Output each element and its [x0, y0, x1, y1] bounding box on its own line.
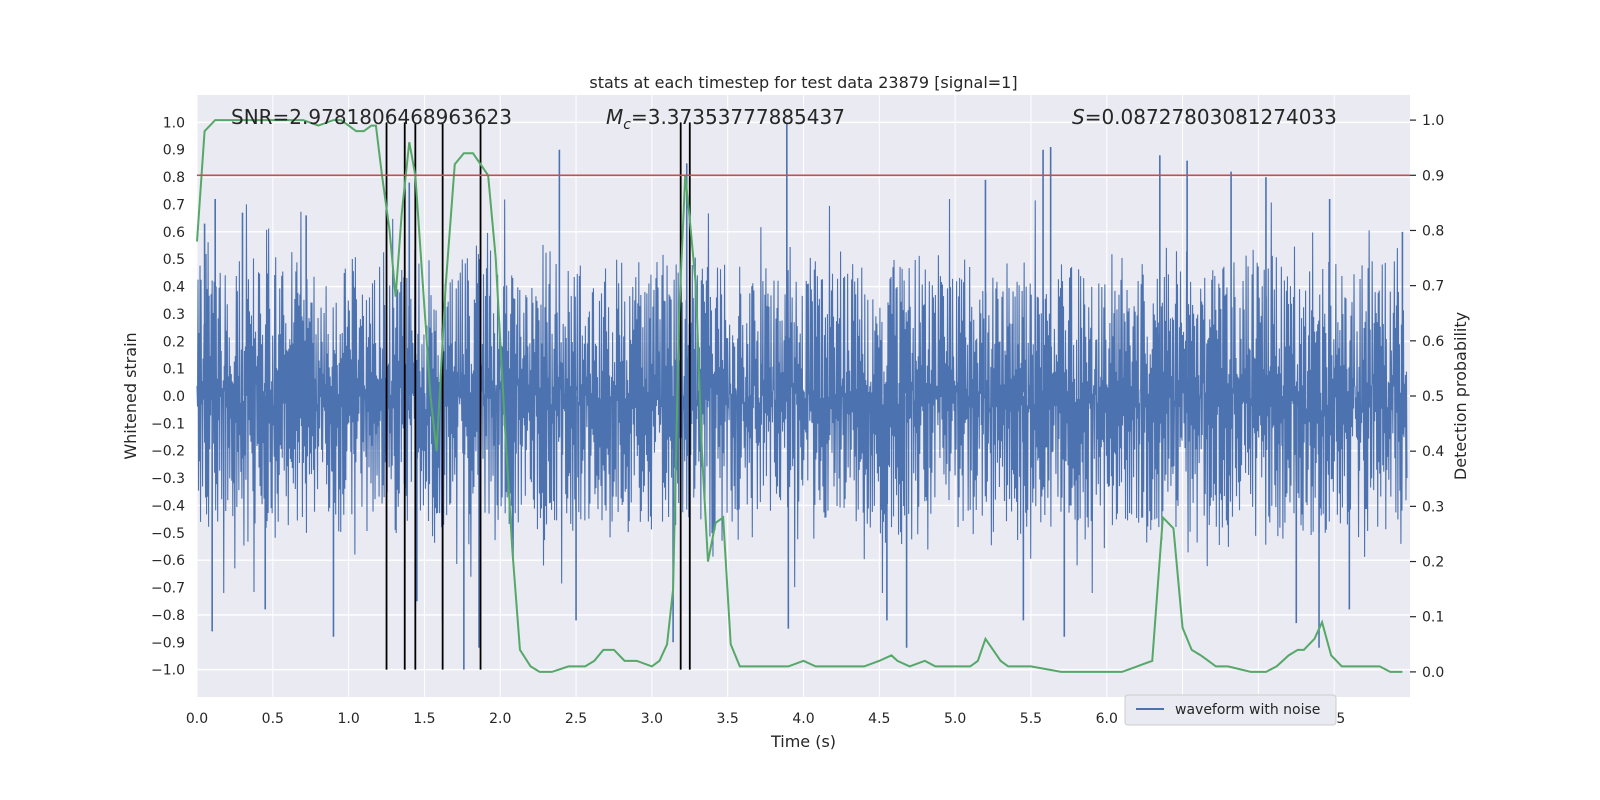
legend-label-waveform: waveform with noise	[1175, 702, 1320, 718]
snr-annotation: SNR=2.9781806468963623	[231, 105, 512, 129]
y-tick-label: 0.5	[163, 252, 185, 268]
y-tick-label: −0.5	[151, 526, 185, 542]
x-tick-label: 2.0	[489, 711, 511, 727]
y-tick-label: −0.4	[151, 498, 185, 514]
x-tick-label: 5.0	[944, 711, 966, 727]
y-tick-label: −0.6	[151, 553, 185, 569]
y-tick-label: 0.2	[163, 334, 185, 350]
legend: waveform with noise	[1124, 694, 1337, 726]
x-tick-label: 3.5	[717, 711, 739, 727]
y-tick-label: 0.3	[163, 307, 185, 323]
y-tick-label: 1.0	[163, 115, 185, 131]
y2-axis-label: Detection probability	[1451, 312, 1470, 480]
y2-tick-label: 0.3	[1422, 499, 1444, 515]
mc-value: =3.37353777885437	[631, 105, 845, 129]
y2-tick-label: 0.6	[1422, 334, 1444, 350]
y2-tick-label: 0.9	[1422, 168, 1444, 184]
y2-tick-label: 0.2	[1422, 555, 1444, 571]
y-tick-label: −0.9	[151, 635, 185, 651]
s-annotation: S=0.08727803081274033	[1072, 105, 1337, 129]
mc-symbol: M	[606, 105, 623, 129]
y-tick-label: 0.4	[163, 280, 185, 296]
y-axis-label: Whitened strain	[121, 332, 140, 459]
y-tick-label: −0.2	[151, 444, 185, 460]
y-tick-label: −0.8	[151, 608, 185, 624]
y2-tick-label: 0.1	[1422, 610, 1444, 626]
chart-title: stats at each timestep for test data 238…	[589, 73, 1017, 92]
y-tick-label: 0.1	[163, 362, 185, 378]
y-tick-label: 0.7	[163, 197, 185, 213]
y2-tick-label: 0.5	[1422, 389, 1444, 405]
x-tick-label: 4.5	[868, 711, 890, 727]
legend-box	[1124, 694, 1337, 726]
y-tick-label: 0.0	[163, 389, 185, 405]
y-tick-label: 0.6	[163, 225, 185, 241]
y-tick-label: 0.9	[163, 143, 185, 159]
y-tick-label: −0.3	[151, 471, 185, 487]
y-tick-label: −0.7	[151, 581, 185, 597]
x-tick-label: 1.0	[337, 711, 359, 727]
x-tick-label: 1.5	[413, 711, 435, 727]
chirp-mass-annotation: Mc=3.37353777885437	[606, 105, 845, 133]
s-symbol: S	[1072, 105, 1085, 129]
y-tick-label: 0.8	[163, 170, 185, 186]
y2-tick-label: 0.0	[1422, 665, 1444, 681]
waveform-line	[196, 198, 1408, 594]
y2-tick-label: 1.0	[1422, 113, 1444, 129]
x-tick-label: 4.0	[792, 711, 814, 727]
x-tick-label: 3.0	[641, 711, 663, 727]
y2-tick-label: 0.4	[1422, 444, 1444, 460]
x-tick-label: 5.5	[1020, 711, 1042, 727]
y-axis-right: 1.0 0.9 0.8 0.7 0.6 0.5 0.4 0.3 0.2 0.1 0.0	[1410, 113, 1444, 681]
y-tick-label: −0.1	[151, 416, 185, 432]
probability-line	[196, 119, 1403, 673]
x-tick-label: 0.5	[262, 711, 284, 727]
x-tick-label: 2.5	[565, 711, 587, 727]
y2-tick-label: 0.8	[1422, 223, 1444, 239]
detection-probability-series	[196, 119, 1403, 673]
x-axis-label: Time (s)	[770, 732, 836, 751]
mc-subscript: c	[623, 117, 631, 133]
s-value: =0.08727803081274033	[1085, 105, 1337, 129]
x-tick-label: 0.0	[186, 711, 208, 727]
y-axis-left: 1.0 0.9 0.8 0.7 0.6 0.5 0.4 0.3 0.2 0.1 0.0 −0.1 −0.…	[151, 115, 185, 678]
y2-tick-label: 0.7	[1422, 279, 1444, 295]
y-tick-label: −1.0	[151, 663, 185, 679]
x-tick-label: 6.0	[1096, 711, 1118, 727]
